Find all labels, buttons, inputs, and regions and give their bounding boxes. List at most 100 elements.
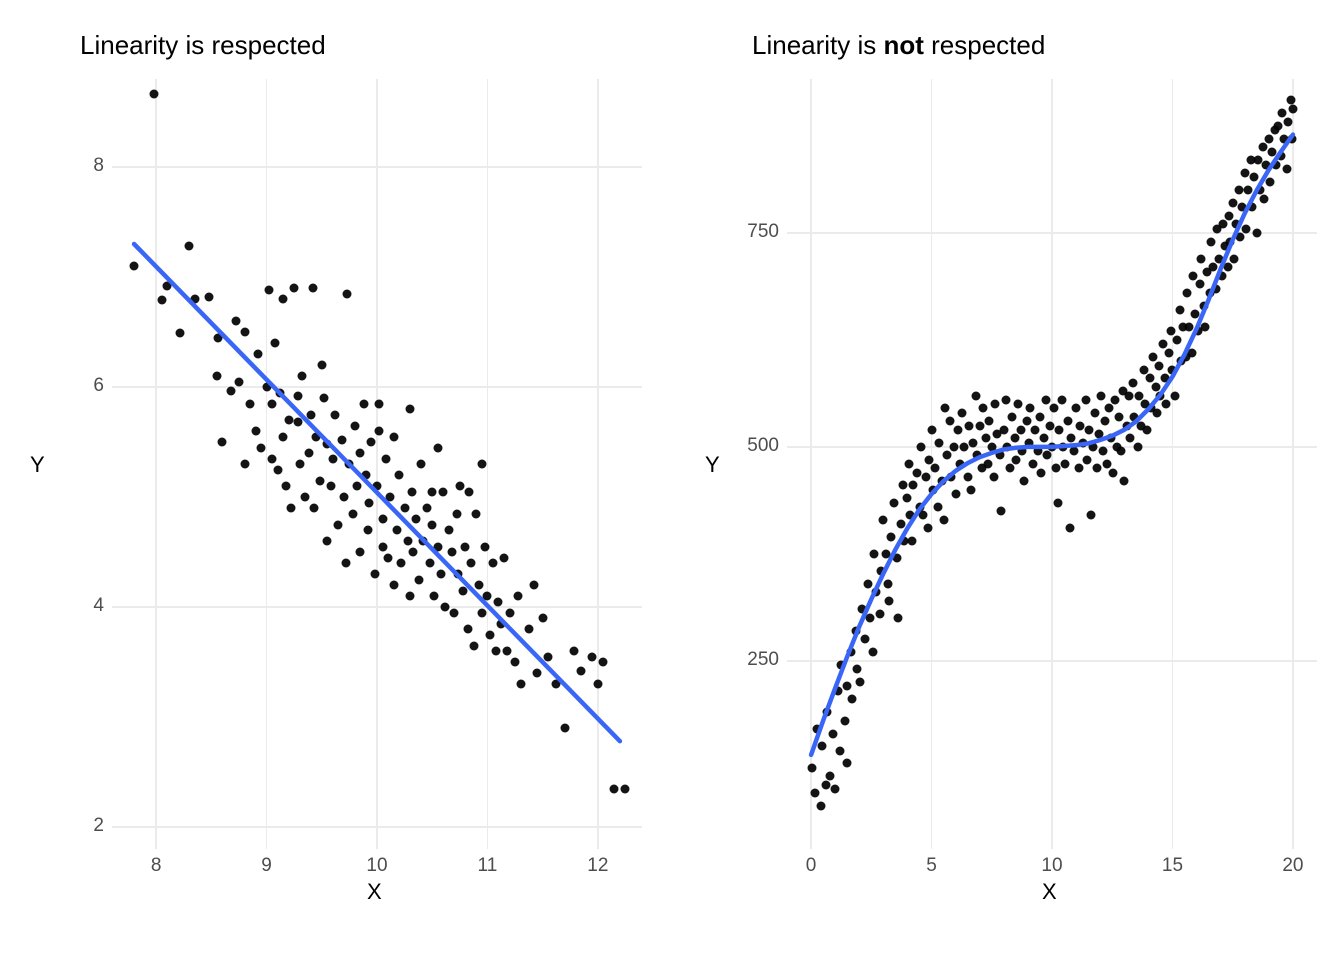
data-point [339, 493, 348, 502]
data-point [514, 592, 523, 601]
data-point [466, 559, 475, 568]
left-panel: Linearity is respected 891011122468XY [0, 0, 672, 960]
data-point [1158, 340, 1167, 349]
data-point [295, 460, 304, 469]
y-axis-label: Y [705, 452, 720, 478]
data-point [956, 460, 965, 469]
data-point [149, 90, 158, 99]
data-point [297, 372, 306, 381]
data-point [1055, 425, 1064, 434]
data-point [417, 460, 426, 469]
right-title: Linearity is not respected [752, 30, 1324, 61]
data-point [621, 784, 630, 793]
data-point [1051, 464, 1060, 473]
data-point [422, 504, 431, 513]
data-point [492, 647, 501, 656]
data-point [1162, 400, 1171, 409]
data-point [940, 404, 949, 413]
data-point [353, 482, 362, 491]
data-point [1048, 442, 1057, 451]
data-point [231, 317, 240, 326]
data-point [364, 526, 373, 535]
data-point [386, 493, 395, 502]
data-point [843, 682, 852, 691]
left-plot-wrap: 891011122468XY [20, 71, 652, 911]
data-point [903, 494, 912, 503]
data-point [246, 399, 255, 408]
chart-container: Linearity is respected 891011122468XY Li… [0, 0, 1344, 960]
right-plot-area: 05101520250500750XY [787, 79, 1317, 849]
data-point [890, 498, 899, 507]
data-point [461, 542, 470, 551]
data-point [1082, 455, 1091, 464]
data-point [1085, 425, 1094, 434]
data-point [328, 454, 337, 463]
data-point [856, 678, 865, 687]
data-point [866, 614, 875, 623]
data-point [472, 509, 481, 518]
data-point [1168, 365, 1177, 374]
data-point [905, 511, 914, 520]
data-point [610, 784, 619, 793]
data-point [544, 652, 553, 661]
data-point [441, 603, 450, 612]
data-point [453, 570, 462, 579]
gridline-h [112, 826, 642, 828]
data-point [439, 487, 448, 496]
data-point [1104, 404, 1113, 413]
data-point [963, 472, 972, 481]
data-point [893, 614, 902, 623]
data-point [881, 549, 890, 558]
data-point [1098, 447, 1107, 456]
data-point [837, 661, 846, 670]
data-point [851, 626, 860, 635]
data-point [869, 549, 878, 558]
data-point [414, 575, 423, 584]
data-point [916, 442, 925, 451]
data-point [569, 647, 578, 656]
data-point [334, 520, 343, 529]
y-axis-label: Y [30, 452, 45, 478]
data-point [293, 418, 302, 427]
data-point [317, 361, 326, 370]
data-point [312, 432, 321, 441]
data-point [1175, 306, 1184, 315]
data-point [356, 548, 365, 557]
data-point [264, 286, 273, 295]
data-point [876, 566, 885, 575]
data-point [928, 485, 937, 494]
data-point [1081, 395, 1090, 404]
data-point [315, 476, 324, 485]
data-point [1197, 254, 1206, 263]
x-tick-label: 5 [920, 855, 944, 877]
data-point [1110, 395, 1119, 404]
data-point [485, 630, 494, 639]
data-point [511, 658, 520, 667]
data-point [430, 592, 439, 601]
data-point [991, 400, 1000, 409]
data-point [1097, 391, 1106, 400]
data-point [1016, 425, 1025, 434]
gridline-h [112, 166, 642, 168]
data-point [1103, 460, 1112, 469]
data-point [262, 383, 271, 392]
data-point [337, 435, 346, 444]
data-point [1200, 323, 1209, 332]
data-point [301, 493, 310, 502]
data-point [1086, 511, 1095, 520]
data-point [1161, 374, 1170, 383]
data-point [863, 579, 872, 588]
data-point [320, 394, 329, 403]
data-point [1287, 134, 1296, 143]
data-point [464, 487, 473, 496]
gridline-v [1172, 79, 1174, 849]
data-point [1050, 404, 1059, 413]
x-tick-label: 11 [475, 855, 499, 877]
y-tick-label: 2 [54, 815, 104, 837]
data-point [384, 553, 393, 562]
data-point [205, 292, 214, 301]
data-point [1035, 412, 1044, 421]
data-point [933, 502, 942, 511]
data-point [1232, 220, 1241, 229]
data-point [474, 581, 483, 590]
